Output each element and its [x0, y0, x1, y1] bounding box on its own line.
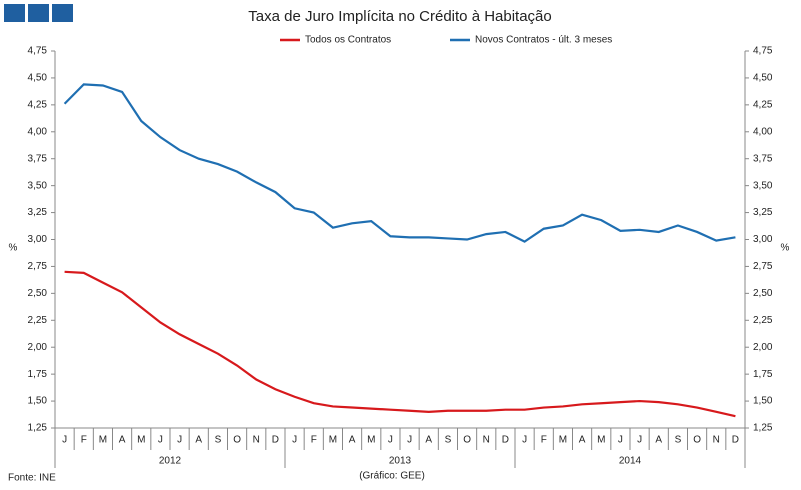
y2-tick-label: 2,00	[753, 342, 773, 353]
x-tick-label: N	[483, 435, 490, 446]
x-tick-label: M	[99, 435, 107, 446]
x-tick-label: A	[579, 435, 586, 446]
y2-tick-label: 4,75	[753, 46, 773, 57]
y2-tick-label: 4,50	[753, 73, 773, 84]
x-tick-label: D	[272, 435, 279, 446]
x-tick-label: N	[253, 435, 260, 446]
y-tick-label: 2,50	[28, 288, 48, 299]
x-tick-label: F	[541, 435, 547, 446]
y2-tick-label: 2,25	[753, 315, 773, 326]
y-tick-label: 3,25	[28, 207, 48, 218]
series-line	[63, 83, 736, 243]
x-tick-label: F	[311, 435, 317, 446]
x-tick-label: M	[597, 435, 605, 446]
x-tick-label: S	[445, 435, 452, 446]
y2-tick-label: 3,00	[753, 234, 773, 245]
y2-tick-label: 4,00	[753, 126, 773, 137]
y-tick-label: 1,75	[28, 369, 48, 380]
x-tick-label: J	[388, 435, 393, 446]
y2-tick-label: 3,25	[753, 207, 773, 218]
x-tick-label: A	[655, 435, 662, 446]
x-tick-label: M	[367, 435, 375, 446]
series-line	[64, 270, 736, 418]
x-tick-label: S	[215, 435, 222, 446]
x-tick-label: A	[119, 435, 126, 446]
y2-axis-label: %	[781, 243, 790, 254]
logo-square	[4, 4, 25, 22]
y-tick-label: 4,00	[28, 126, 48, 137]
x-tick-label: J	[62, 435, 67, 446]
x-tick-label: A	[195, 435, 202, 446]
x-group-label: 2013	[389, 456, 412, 467]
y-tick-label: 2,25	[28, 315, 48, 326]
x-tick-label: J	[158, 435, 163, 446]
y-tick-label: 3,50	[28, 180, 48, 191]
x-tick-label: M	[137, 435, 145, 446]
y-tick-label: 1,25	[28, 423, 48, 434]
x-tick-label: O	[693, 435, 701, 446]
y-tick-label: 4,25	[28, 99, 48, 110]
y-tick-label: 3,00	[28, 234, 48, 245]
x-tick-label: J	[292, 435, 297, 446]
x-tick-label: J	[407, 435, 412, 446]
x-tick-label: A	[349, 435, 356, 446]
y-tick-label: 2,75	[28, 261, 48, 272]
y2-tick-label: 1,25	[753, 423, 773, 434]
y2-tick-label: 2,75	[753, 261, 773, 272]
y-axis-label: %	[9, 243, 18, 254]
source: Fonte: INE	[8, 473, 56, 484]
y-tick-label: 4,75	[28, 46, 48, 57]
legend-label: Todos os Contratos	[305, 35, 391, 46]
y-tick-label: 2,00	[28, 342, 48, 353]
x-tick-label: O	[463, 435, 471, 446]
y2-tick-label: 3,75	[753, 153, 773, 164]
chart-title: Taxa de Juro Implícita no Crédito à Habi…	[248, 8, 552, 25]
x-tick-label: O	[233, 435, 241, 446]
y2-tick-label: 1,75	[753, 369, 773, 380]
y-tick-label: 3,75	[28, 153, 48, 164]
x-group-label: 2014	[619, 456, 642, 467]
y2-tick-label: 1,50	[753, 396, 773, 407]
y2-tick-label: 2,50	[753, 288, 773, 299]
credit: (Gráfico: GEE)	[359, 471, 425, 482]
x-tick-label: J	[177, 435, 182, 446]
x-tick-label: A	[425, 435, 432, 446]
x-tick-label: J	[637, 435, 642, 446]
x-tick-label: S	[675, 435, 682, 446]
y2-tick-label: 3,50	[753, 180, 773, 191]
y-tick-label: 4,50	[28, 73, 48, 84]
y2-tick-label: 4,25	[753, 99, 773, 110]
x-tick-label: N	[713, 435, 720, 446]
x-tick-label: M	[559, 435, 567, 446]
x-tick-label: D	[732, 435, 739, 446]
x-tick-label: D	[502, 435, 509, 446]
x-group-label: 2012	[159, 456, 182, 467]
x-tick-label: M	[329, 435, 337, 446]
x-tick-label: F	[81, 435, 87, 446]
x-tick-label: J	[618, 435, 623, 446]
x-tick-label: J	[522, 435, 527, 446]
legend-label: Novos Contratos - últ. 3 meses	[475, 35, 612, 46]
logo-square	[52, 4, 73, 22]
y-tick-label: 1,50	[28, 396, 48, 407]
logo-square	[28, 4, 49, 22]
